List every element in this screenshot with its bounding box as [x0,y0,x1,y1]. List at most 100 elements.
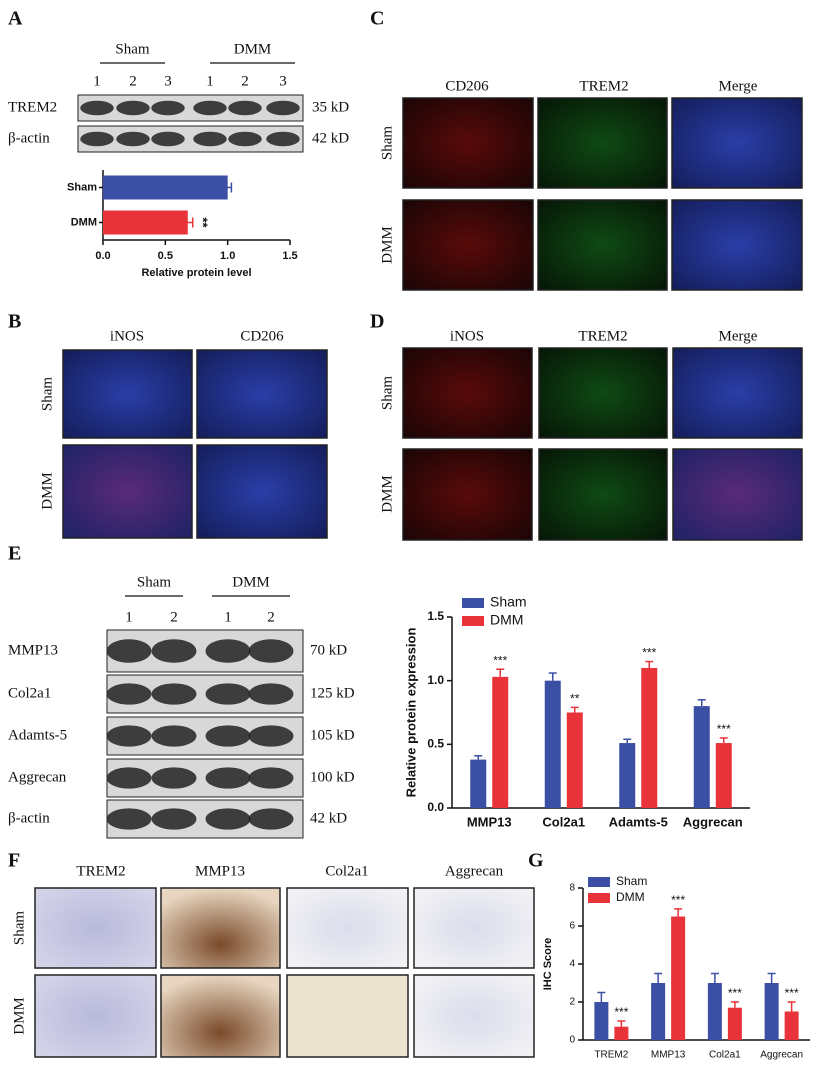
row-label: DMM [39,472,55,510]
column-label: Aggrecan [445,863,504,879]
group-label: Sham [115,41,150,57]
column-label: iNOS [110,328,144,344]
column-label: TREM2 [579,78,628,94]
group-label: DMM [234,41,272,57]
x-axis-label: Relative protein level [141,267,251,279]
y-axis-label: Relative protein expression [403,628,418,798]
category-label: TREM2 [594,1050,628,1061]
blot-band [116,100,150,116]
blot-band [106,767,152,789]
row-label: Sham [379,376,395,411]
bar [693,706,710,808]
size-label: 35 kD [312,99,349,115]
lane-label: 2 [170,609,178,625]
bar [614,1026,629,1040]
protein-label: Adamts-5 [8,727,67,743]
size-label: 100 kD [310,769,355,785]
significance: *** [614,1005,628,1019]
blot-band [151,767,197,789]
blot-band [80,100,114,116]
blot-band [248,725,294,747]
blot-band [266,100,300,116]
significance: *** [642,646,656,660]
blot-band [151,683,197,705]
blot-band [193,131,227,147]
column-label: Col2a1 [325,863,368,879]
category-label: Adamts-5 [609,814,668,829]
blot-band [151,808,197,830]
blot-strip [77,125,304,153]
protein-label: β-actin [8,810,50,826]
lane-label: 1 [206,73,214,89]
legend-label: DMM [616,890,645,904]
blot-band [205,767,251,789]
bar [784,1011,799,1040]
lane-label: 2 [129,73,137,89]
panel-label: G [528,850,544,872]
lane-label: 3 [164,73,172,89]
blot-band [106,808,152,830]
x-tick-label: 1.0 [220,250,235,262]
category-label: Col2a1 [709,1050,741,1061]
blot-band [106,725,152,747]
y-tick-label: 8 [569,883,575,894]
blot-band [116,131,150,147]
column-label: iNOS [450,328,484,344]
blot-band [151,100,185,116]
bar [764,983,779,1040]
bar [641,667,658,808]
y-tick-label: 0 [569,1035,575,1046]
significance: *** [728,986,742,1000]
bar [492,676,509,808]
blot-band [266,131,300,147]
column-label: CD206 [445,78,489,94]
row-label: Sham [39,377,55,412]
y-axis-label: IHC Score [542,938,554,991]
bar [594,1002,609,1040]
y-tick-label: 4 [569,959,575,970]
category-label: Aggrecan [760,1050,803,1061]
column-label: MMP13 [195,863,245,879]
micrographs [34,97,803,1058]
row-label: Sham [11,911,27,946]
panel-label: F [8,850,20,872]
y-tick-label: 0.5 [427,737,444,751]
row-label: Sham [379,126,395,161]
blot-band [80,131,114,147]
lane-label: 1 [224,609,232,625]
protein-label: β-actin [8,130,50,146]
bar [544,680,561,808]
column-label: TREM2 [578,328,627,344]
protein-label: Col2a1 [8,685,51,701]
legend-swatch [588,877,610,887]
bar [470,759,487,808]
bar [619,743,636,808]
row-label: DMM [379,226,395,264]
size-label: 42 kD [312,130,349,146]
blot-band [205,639,251,663]
bar [671,916,686,1040]
category-label: Sham [67,181,97,193]
lane-label: 2 [267,609,275,625]
y-tick-label: 0.0 [427,800,444,814]
bar [651,983,666,1040]
group-label: DMM [232,574,270,590]
panel-label: E [8,543,21,565]
legend-swatch [588,893,610,903]
blot-band [106,683,152,705]
bar [566,712,583,808]
category-label: Aggrecan [683,814,743,829]
row-label: DMM [11,997,27,1035]
category-label: Col2a1 [542,814,585,829]
group-label: Sham [137,574,172,590]
size-label: 70 kD [310,642,347,658]
legend-label: DMM [490,612,523,628]
size-label: 42 kD [310,810,347,826]
bar [727,1007,742,1040]
category-label: DMM [71,216,97,228]
column-label: Merge [719,78,758,94]
legend-swatch [462,598,484,608]
category-label: MMP13 [467,814,512,829]
x-tick-label: 0.5 [158,250,173,262]
y-tick-label: 2 [569,997,575,1008]
